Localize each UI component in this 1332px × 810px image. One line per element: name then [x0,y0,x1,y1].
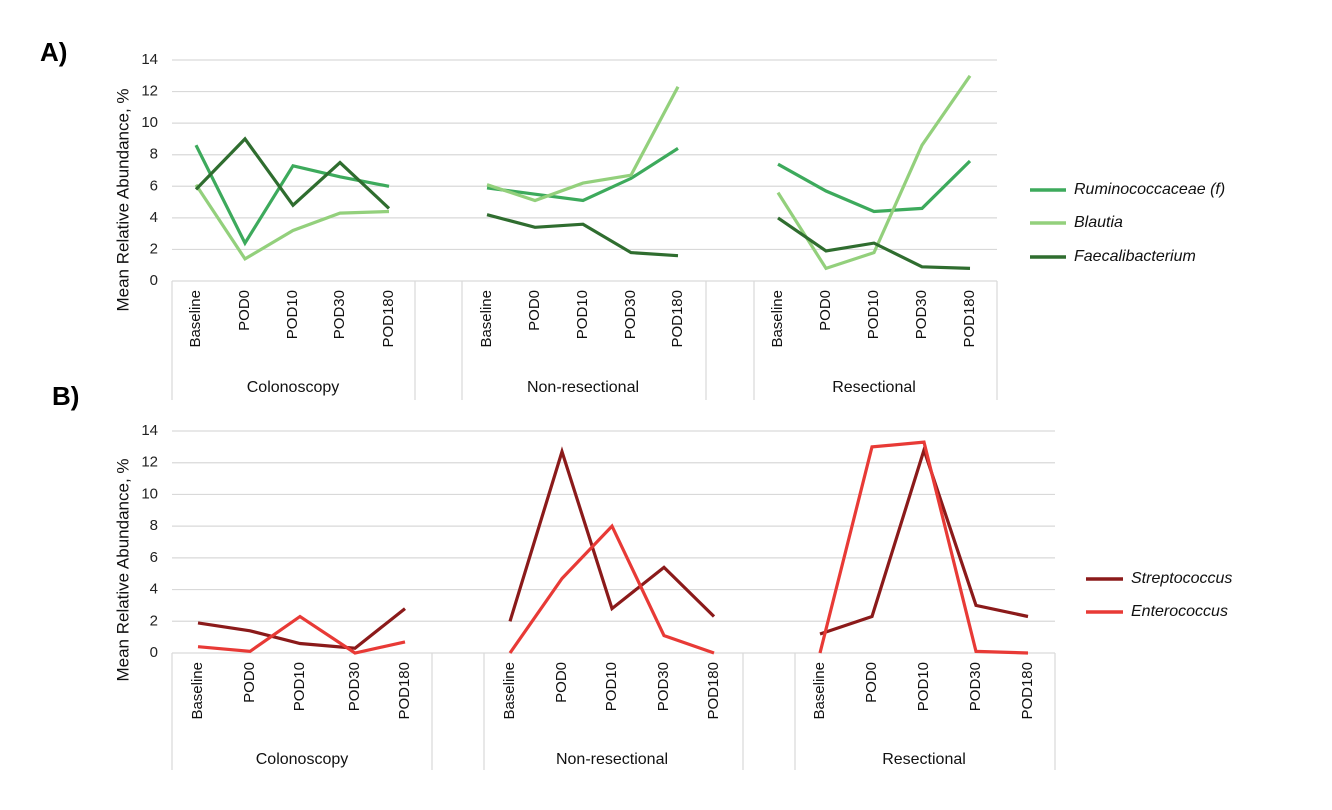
group-label: Non-resectional [527,379,639,396]
series-line [194,183,390,262]
y-tick-label: 8 [150,517,158,534]
x-tick-label: POD0 [236,290,253,331]
y-tick-label: 6 [150,177,158,194]
series-line [194,136,391,210]
panel-a: A) Mean Relative Abundance, % 0 2 4 6 8 10 12 14 B… [40,37,1225,400]
series-line [197,614,406,655]
y-tick-label: 2 [150,240,158,257]
x-tick-label: POD30 [913,290,930,339]
panel-b: B) Mean Relative Abundance, % 0 2 4 6 8 10 12 14 B… [52,381,1232,770]
series-line [508,446,716,622]
y-tick-label: 10 [141,485,158,502]
x-tick-label: Baseline [187,290,204,348]
x-tick-label: POD10 [603,662,620,711]
series-line [197,607,406,650]
legend-label: Blautia [1074,214,1123,231]
group-label: Non-resectional [556,751,668,768]
y-tick-label: 4 [150,581,158,598]
x-tick-label: POD180 [961,290,978,348]
panel-label: A) [40,37,67,67]
series-line [486,86,680,203]
x-tick-label: POD180 [705,662,722,720]
y-tick-label: 0 [150,644,158,661]
y-tick-label: 14 [141,422,158,439]
y-tick-label: 10 [141,114,158,131]
x-tick-label: POD180 [669,290,686,348]
y-tick-label: 12 [141,83,158,100]
legend-label: Enterococcus [1131,603,1228,620]
y-axis-title: Mean Relative Abundance, % [113,88,132,311]
y-tick-label: 14 [141,51,158,68]
legend-label: Ruminococcaceae (f) [1074,181,1225,198]
series-line [818,440,1029,655]
x-tick-label: POD10 [915,662,932,711]
group-label: Colonoscopy [256,751,349,768]
series-line [508,523,715,655]
y-tick-label: 2 [150,612,158,629]
x-tick-label: Baseline [189,662,206,720]
x-tick-label: POD10 [865,290,882,339]
x-tick-label: POD0 [526,290,543,331]
x-tick-label: POD30 [655,662,672,711]
legend-label: Faecalibacterium [1074,248,1196,265]
x-tick-label: Baseline [501,662,518,720]
x-tick-label: Baseline [769,290,786,348]
series-line [486,213,679,258]
group-label: Resectional [832,379,916,396]
group-label: Colonoscopy [247,379,340,396]
x-tick-label: POD180 [380,290,397,348]
x-tick-label: POD0 [241,662,258,703]
x-tick-label: POD10 [284,290,301,339]
y-tick-label: 0 [150,272,158,289]
x-tick-label: POD0 [817,290,834,331]
group-label: Resectional [882,751,966,768]
x-tick-label: POD0 [863,662,880,703]
series-line [486,147,679,203]
series-line [776,74,972,271]
legend-label: Streptococcus [1131,570,1232,587]
series-line [819,444,1029,636]
x-tick-label: POD180 [1019,662,1036,720]
x-tick-label: POD30 [346,662,363,711]
y-axis-title: Mean Relative Abundance, % [113,458,132,681]
panel-label: B) [52,381,79,411]
y-tick-label: 12 [141,454,158,471]
y-tick-label: 8 [150,146,158,163]
x-tick-label: POD180 [396,662,413,720]
x-tick-label: POD0 [553,662,570,703]
x-tick-label: POD30 [967,662,984,711]
x-tick-label: Baseline [811,662,828,720]
series-line [777,159,972,214]
series-line [777,216,971,270]
x-tick-label: POD30 [331,290,348,339]
x-tick-label: Baseline [478,290,495,348]
y-tick-label: 4 [150,209,158,226]
y-tick-label: 6 [150,549,158,566]
x-tick-label: POD30 [622,290,639,339]
x-tick-label: POD10 [574,290,591,339]
x-tick-label: POD10 [291,662,308,711]
